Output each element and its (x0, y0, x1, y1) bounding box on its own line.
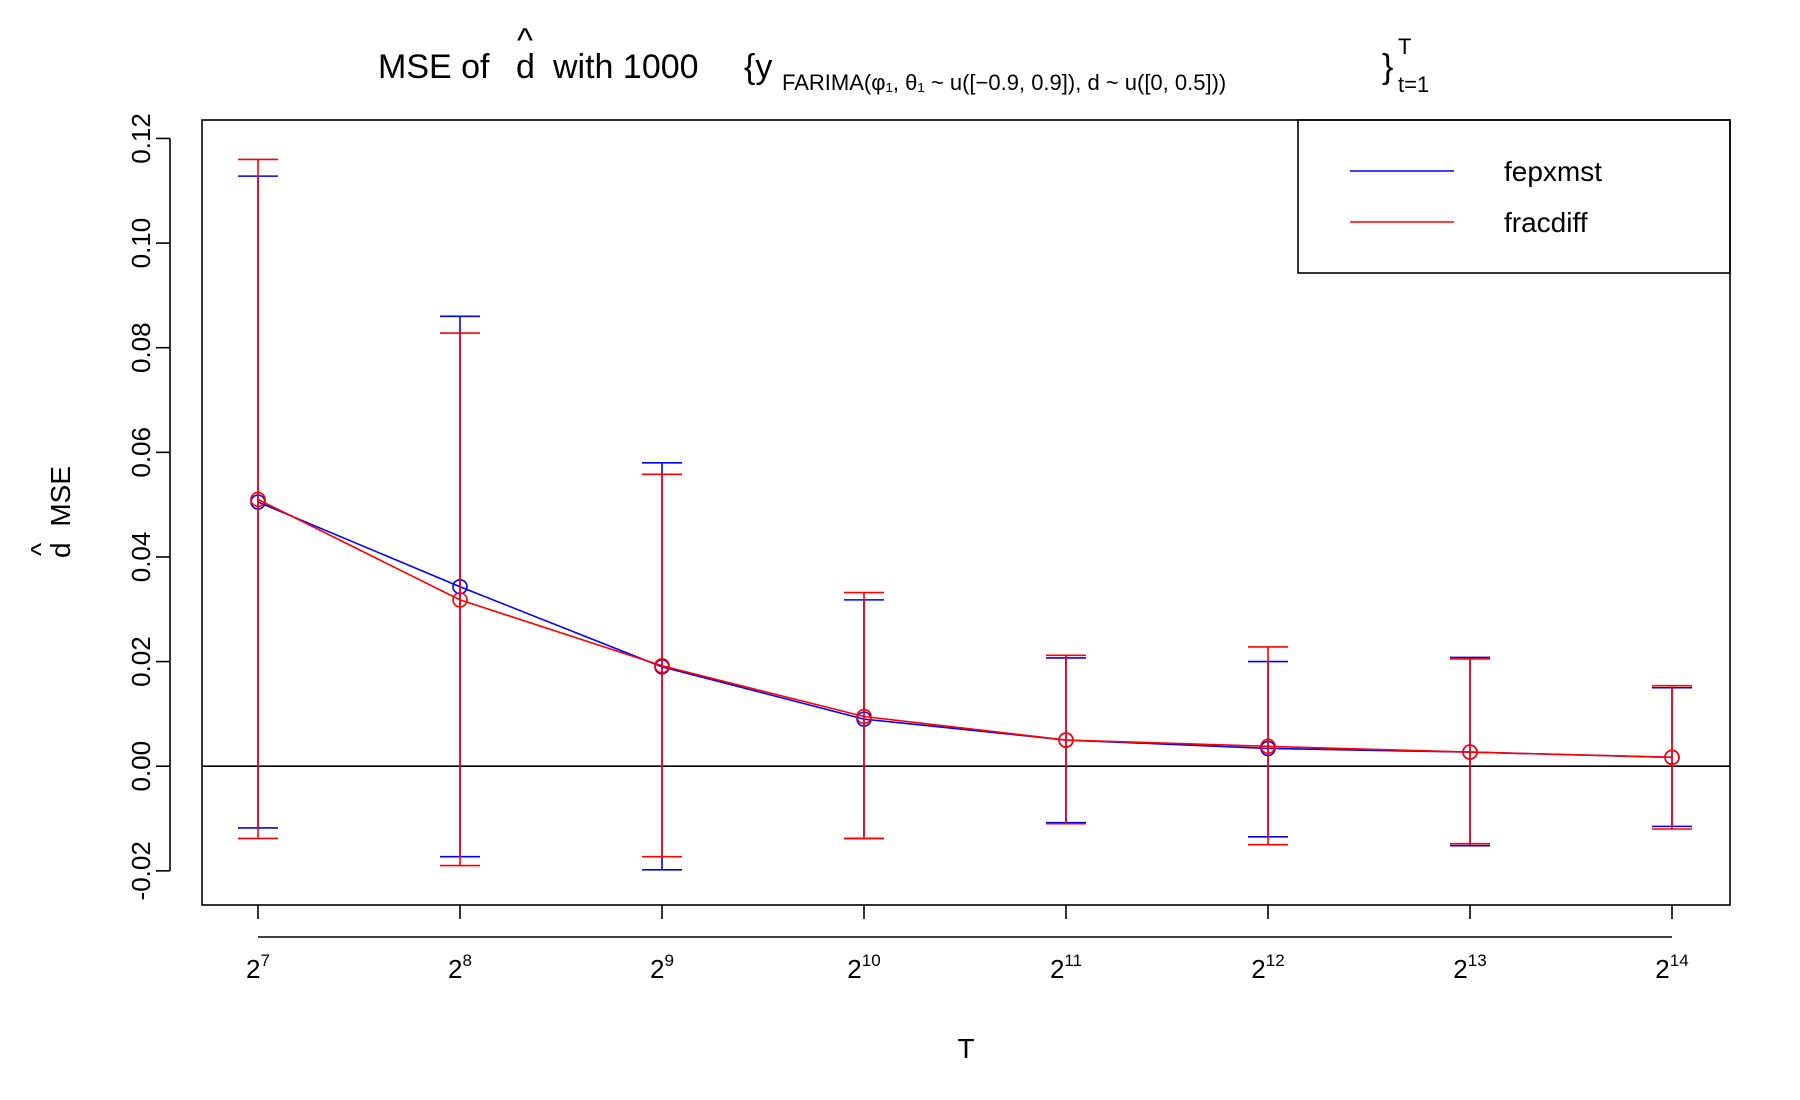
x-tick-exponent: 12 (1266, 951, 1285, 970)
x-tick-exponent: 13 (1468, 951, 1487, 970)
y-tick-label: 0.04 (126, 532, 156, 583)
x-tick-base: 2 (650, 954, 664, 984)
x-tick-label: 212 (1251, 951, 1284, 984)
title-mid: with 1000 (552, 48, 699, 86)
data-point-fracdiff (1058, 732, 1074, 748)
y-tick-label: 0.00 (126, 741, 156, 792)
title-main: MSE of (378, 48, 490, 86)
x-tick-base: 2 (1655, 954, 1669, 984)
y-axis: -0.02 0.00 0.02 0.04 0.06 0.08 0.10 0.12 (126, 113, 171, 900)
data-point-fracdiff (250, 491, 266, 508)
y-tick-label: 0.06 (126, 427, 156, 478)
title-sub-label: FARIMA(φ₁, θ₁ ~ u([−0.9, 0.9]), d ~ u([0… (782, 70, 1226, 95)
x-tick-exponent: 8 (463, 951, 472, 970)
x-tick-label: 214 (1655, 951, 1688, 984)
x-tick-label: 29 (650, 951, 674, 984)
x-tick-base: 2 (1251, 954, 1265, 984)
y-tick-label: 0.10 (126, 218, 156, 269)
y-tick-label: -0.02 (126, 841, 156, 900)
data-point-fracdiff (1664, 749, 1680, 766)
y-tick-label: 0.12 (126, 113, 156, 164)
title-hat-symbol: d (516, 48, 535, 86)
x-tick-exponent: 9 (665, 951, 674, 970)
x-tick-exponent: 11 (1064, 951, 1082, 970)
y-axis-hat-mark: ^ (25, 543, 56, 556)
data-point-fracdiff (452, 592, 468, 608)
x-tick-label: 27 (246, 951, 270, 984)
data-point-fracdiff (654, 657, 670, 674)
series-line-fepxmst (257, 501, 1673, 759)
x-axis-title: T (957, 1033, 974, 1064)
series-line-fracdiff (257, 498, 1673, 759)
series-layer (238, 158, 1692, 871)
y-axis-hat-symbol: d (45, 542, 76, 558)
x-tick-exponent: 14 (1670, 951, 1689, 970)
legend-label-fepxmst: fepxmst (1504, 156, 1602, 187)
title-sub: t=1 (1398, 72, 1429, 97)
x-tick-exponent: 10 (862, 951, 881, 970)
y-axis-label-text: MSE (45, 466, 76, 527)
x-tick-base: 2 (246, 954, 260, 984)
x-tick-label: 210 (847, 951, 880, 984)
y-tick-label: 0.08 (126, 322, 156, 373)
x-tick-label: 28 (448, 951, 472, 984)
x-tick-exponent: 7 (261, 951, 270, 970)
title-hat-mark: ^ (517, 22, 533, 60)
x-tick-base: 2 (1050, 954, 1064, 984)
series-fracdiff (238, 158, 1692, 867)
data-point-fracdiff (1260, 738, 1276, 755)
x-tick-base: 2 (1453, 954, 1467, 984)
legend-box (1297, 119, 1731, 274)
title-sup: T (1398, 34, 1411, 59)
data-point-fracdiff (856, 708, 872, 725)
x-tick-label: 213 (1453, 951, 1486, 984)
data-point-fracdiff (1462, 744, 1478, 760)
legend-label-fracdiff: fracdiff (1504, 207, 1588, 238)
x-axis: 27 28 29 210 211 212 213 214 (246, 905, 1689, 984)
y-axis-title-text: d MSE (45, 466, 76, 558)
x-tick-base: 2 (448, 954, 462, 984)
title-brace-open: {y (744, 48, 772, 86)
x-tick-label: 211 (1050, 951, 1082, 984)
x-tick-base: 2 (847, 954, 861, 984)
chart-title: MSE of d ^ with 1000 {y FARIMA(φ₁, θ₁ ~ … (378, 22, 1429, 97)
legend: fepxmst fracdiff (1297, 119, 1731, 274)
y-axis-title: d MSE ^ (25, 466, 76, 558)
title-brace-close: } (1382, 48, 1393, 86)
y-tick-label: 0.02 (126, 636, 156, 687)
plot-frame (201, 119, 1731, 906)
